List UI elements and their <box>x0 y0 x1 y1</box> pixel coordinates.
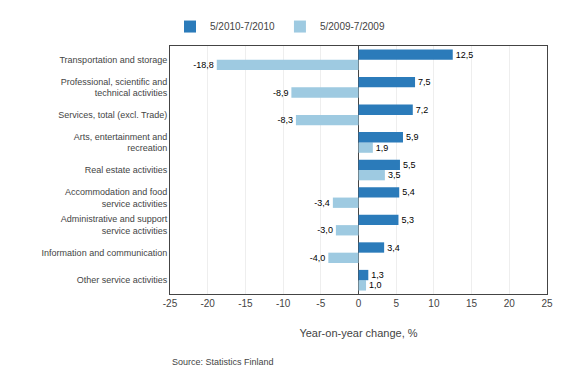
svg-text:-3,4: -3,4 <box>314 198 330 208</box>
svg-text:-5: -5 <box>316 298 325 309</box>
svg-text:5/2009-7/2009: 5/2009-7/2009 <box>320 21 385 32</box>
svg-text:-8,3: -8,3 <box>277 115 293 125</box>
svg-text:25: 25 <box>541 298 553 309</box>
svg-text:Real estate activities: Real estate activities <box>85 165 168 175</box>
svg-text:5/2010-7/2010: 5/2010-7/2010 <box>210 21 275 32</box>
svg-text:Services, total (excl. Trade): Services, total (excl. Trade) <box>58 110 167 120</box>
svg-text:7,5: 7,5 <box>418 77 431 87</box>
svg-text:-4,0: -4,0 <box>310 253 326 263</box>
svg-text:-18,8: -18,8 <box>193 60 214 70</box>
svg-text:-15: -15 <box>238 298 253 309</box>
svg-text:1,9: 1,9 <box>376 143 389 153</box>
svg-text:5: 5 <box>393 298 399 309</box>
svg-text:5,3: 5,3 <box>401 215 414 225</box>
svg-text:-25: -25 <box>163 298 178 309</box>
svg-text:5,9: 5,9 <box>406 132 419 142</box>
svg-text:Administrative and supportserv: Administrative and supportservice activi… <box>61 214 168 236</box>
svg-text:Information and communication: Information and communication <box>42 248 168 258</box>
svg-text:5,5: 5,5 <box>403 160 416 170</box>
svg-text:3,5: 3,5 <box>388 170 401 180</box>
svg-text:-10: -10 <box>276 298 291 309</box>
svg-text:7,2: 7,2 <box>416 105 429 115</box>
svg-text:20: 20 <box>504 298 516 309</box>
svg-text:0: 0 <box>356 298 362 309</box>
svg-text:5,4: 5,4 <box>402 187 415 197</box>
svg-text:-20: -20 <box>200 298 215 309</box>
svg-text:Accommodation and foodservice: Accommodation and foodservice activities <box>65 187 168 209</box>
svg-text:Transportation and storage: Transportation and storage <box>59 55 167 65</box>
svg-text:1,0: 1,0 <box>369 280 382 290</box>
svg-text:3,4: 3,4 <box>387 243 400 253</box>
svg-text:Year-on-year change, %: Year-on-year change, % <box>299 327 417 339</box>
svg-text:Other service activities: Other service activities <box>77 275 168 285</box>
svg-text:Professional, scientific andte: Professional, scientific andtechnical ac… <box>61 77 168 99</box>
svg-text:-8,9: -8,9 <box>273 88 289 98</box>
svg-text:10: 10 <box>428 298 440 309</box>
svg-text:Arts, entertainment andrecreat: Arts, entertainment andrecreation <box>74 132 168 154</box>
svg-text:1,3: 1,3 <box>371 270 384 280</box>
svg-text:Source: Statistics Finland: Source: Statistics Finland <box>172 357 274 367</box>
svg-text:-3,0: -3,0 <box>317 225 333 235</box>
svg-text:12,5: 12,5 <box>456 50 474 60</box>
svg-text:15: 15 <box>466 298 478 309</box>
